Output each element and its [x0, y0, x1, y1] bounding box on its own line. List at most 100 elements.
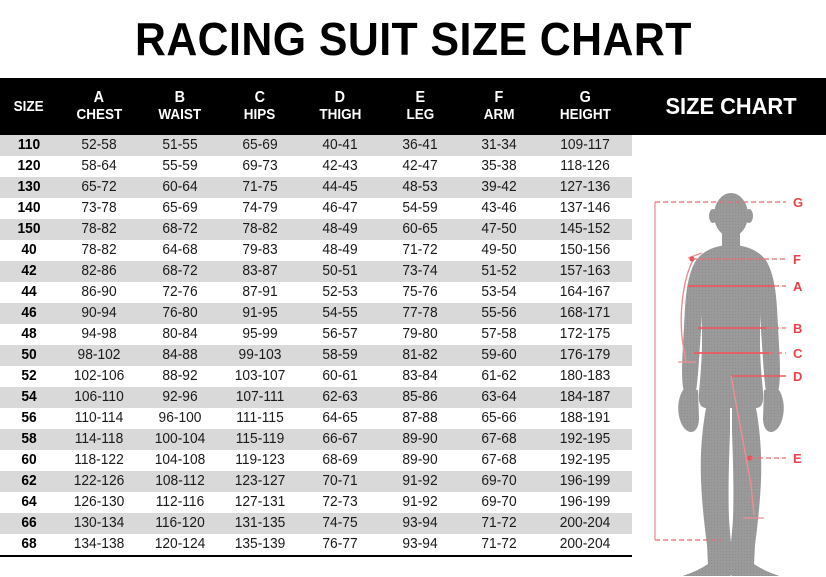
cell-size: 60	[21, 452, 37, 468]
cell-size: 62	[21, 473, 37, 489]
cell-thigh: 48-49	[322, 221, 358, 237]
body-diagram-svg: G F A B C D E	[654, 193, 803, 576]
cell-leg: 36-41	[402, 137, 438, 153]
cell-thigh: 50-51	[322, 263, 358, 279]
cell-height: 184-187	[559, 389, 611, 405]
table-bottom-rule	[0, 555, 632, 557]
cell-arm: 63-64	[481, 389, 517, 405]
cell-hips: 74-79	[242, 200, 278, 216]
cell-waist: 80-84	[162, 326, 198, 342]
cell-waist: 92-96	[162, 389, 198, 405]
cell-waist: 112-116	[155, 494, 205, 510]
cell-hips: 135-139	[234, 536, 286, 552]
cell-arm: 61-62	[481, 368, 517, 384]
cell-leg: 60-65	[402, 221, 438, 237]
cell-leg: 89-90	[402, 431, 438, 447]
cell-waist: 72-76	[162, 284, 198, 300]
cell-height: 145-152	[559, 221, 611, 237]
cell-thigh: 60-61	[322, 368, 358, 384]
cell-waist: 51-55	[162, 137, 198, 153]
cell-thigh: 54-55	[322, 305, 358, 321]
table-row: 44 86-90 72-76 87-91 52-53 75-76 53-54 164-167	[0, 282, 632, 303]
cell-leg: 79-80	[402, 326, 438, 342]
marker-label-d: D	[793, 369, 802, 384]
column-header-chest: A CHEST	[58, 78, 140, 135]
column-header-thigh-letter: D	[334, 89, 346, 107]
cell-chest: 126-130	[73, 494, 125, 510]
cell-chest: 78-82	[81, 242, 117, 258]
column-header-arm-name: ARM	[483, 106, 515, 124]
cell-thigh: 44-45	[322, 179, 358, 195]
cell-arm: 57-58	[481, 326, 517, 342]
cell-arm: 69-70	[481, 494, 517, 510]
marker-label-f: F	[793, 252, 801, 267]
cell-waist: 68-72	[162, 263, 198, 279]
column-header-hips-letter: C	[254, 89, 266, 107]
cell-hips: 87-91	[242, 284, 278, 300]
cell-chest: 86-90	[81, 284, 117, 300]
table-row: 150 78-82 68-72 78-82 48-49 60-65 47-50 145-152	[0, 219, 632, 240]
cell-hips: 71-75	[242, 179, 278, 195]
cell-thigh: 70-71	[322, 473, 358, 489]
cell-waist: 104-108	[154, 452, 206, 468]
size-chart-heading: SIZE CHART	[665, 93, 797, 119]
marker-label-e: E	[793, 451, 802, 466]
cell-hips: 111-115	[236, 410, 284, 426]
column-header-chest-name: CHEST	[76, 106, 122, 124]
cell-thigh: 56-57	[322, 326, 358, 342]
cell-size: 42	[21, 263, 37, 279]
cell-leg: 89-90	[402, 452, 438, 468]
cell-arm: 47-50	[481, 221, 517, 237]
marker-label-a: A	[793, 279, 803, 294]
cell-hips: 103-107	[234, 368, 286, 384]
table-row: 42 82-86 68-72 83-87 50-51 73-74 51-52 157-163	[0, 261, 632, 282]
cell-chest: 118-122	[74, 452, 124, 468]
column-header-height: G HEIGHT	[538, 78, 632, 135]
cell-size: 66	[21, 515, 37, 531]
measurement-lines	[654, 201, 786, 541]
marker-label-c: C	[793, 346, 803, 361]
cell-hips: 123-127	[234, 473, 286, 489]
table-row: 60 118-122 104-108 119-123 68-69 89-90 67-68 19…	[0, 450, 632, 471]
table-row: 68 134-138 120-124 135-139 76-77 93-94 71-72 20…	[0, 534, 632, 555]
cell-leg: 54-59	[402, 200, 438, 216]
cell-waist: 68-72	[162, 221, 198, 237]
cell-arm: 71-72	[481, 536, 517, 552]
cell-thigh: 58-59	[322, 347, 358, 363]
cell-arm: 59-60	[481, 347, 517, 363]
cell-waist: 55-59	[162, 158, 198, 174]
cell-height: 196-199	[559, 473, 611, 489]
cell-arm: 51-52	[481, 263, 517, 279]
cell-thigh: 74-75	[322, 515, 358, 531]
cell-thigh: 52-53	[322, 284, 358, 300]
cell-chest: 102-106	[73, 368, 125, 384]
cell-thigh: 72-73	[322, 494, 358, 510]
cell-hips: 65-69	[242, 137, 278, 153]
cell-size: 40	[21, 242, 37, 258]
cell-size: 50	[21, 347, 37, 363]
cell-size: 52	[21, 368, 37, 384]
cell-chest: 52-58	[81, 137, 117, 153]
table-row: 48 94-98 80-84 95-99 56-57 79-80 57-58 172-175	[0, 324, 632, 345]
cell-leg: 93-94	[402, 515, 438, 531]
cell-thigh: 42-43	[322, 158, 358, 174]
cell-chest: 98-102	[77, 347, 121, 363]
cell-thigh: 46-47	[322, 200, 358, 216]
cell-size: 140	[17, 200, 41, 216]
table-row: 120 58-64 55-59 69-73 42-43 42-47 35-38 118-126	[0, 156, 632, 177]
leg-length-line	[730, 375, 755, 516]
column-header-arm-letter: F	[494, 89, 504, 107]
column-header-height-name: HEIGHT	[559, 106, 611, 124]
cell-leg: 93-94	[402, 536, 438, 552]
cell-chest: 110-114	[74, 410, 124, 426]
cell-arm: 43-46	[481, 200, 517, 216]
cell-waist: 120-124	[154, 536, 206, 552]
cell-leg: 42-47	[402, 158, 438, 174]
marker-label-b: B	[793, 321, 802, 336]
cell-hips: 69-73	[242, 158, 278, 174]
cell-height: 164-167	[559, 284, 611, 300]
cell-chest: 65-72	[81, 179, 117, 195]
table-row: 56 110-114 96-100 111-115 64-65 87-88 65-66 188…	[0, 408, 632, 429]
cell-size: 130	[17, 179, 41, 195]
cell-hips: 83-87	[242, 263, 278, 279]
